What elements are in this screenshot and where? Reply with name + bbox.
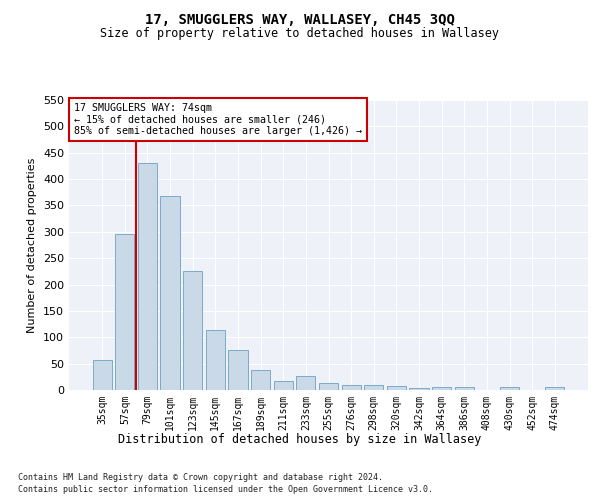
Bar bbox=[92, 360, 112, 390]
Text: Size of property relative to detached houses in Wallasey: Size of property relative to detached ho… bbox=[101, 28, 499, 40]
Bar bbox=[274, 380, 293, 390]
Bar bbox=[296, 376, 316, 390]
Text: Contains public sector information licensed under the Open Government Licence v3: Contains public sector information licen… bbox=[18, 485, 433, 494]
Bar bbox=[319, 382, 338, 390]
Bar bbox=[115, 234, 134, 390]
Bar bbox=[160, 196, 180, 390]
Bar bbox=[545, 388, 565, 390]
Text: Distribution of detached houses by size in Wallasey: Distribution of detached houses by size … bbox=[118, 432, 482, 446]
Text: 17, SMUGGLERS WAY, WALLASEY, CH45 3QQ: 17, SMUGGLERS WAY, WALLASEY, CH45 3QQ bbox=[145, 12, 455, 26]
Bar bbox=[206, 330, 225, 390]
Bar bbox=[455, 388, 474, 390]
Bar bbox=[229, 350, 248, 390]
Bar bbox=[387, 386, 406, 390]
Bar bbox=[251, 370, 270, 390]
Bar bbox=[409, 388, 428, 390]
Text: Contains HM Land Registry data © Crown copyright and database right 2024.: Contains HM Land Registry data © Crown c… bbox=[18, 472, 383, 482]
Bar bbox=[432, 388, 451, 390]
Bar bbox=[364, 384, 383, 390]
Text: 17 SMUGGLERS WAY: 74sqm
← 15% of detached houses are smaller (246)
85% of semi-d: 17 SMUGGLERS WAY: 74sqm ← 15% of detache… bbox=[74, 103, 362, 136]
Bar bbox=[500, 388, 519, 390]
Bar bbox=[341, 384, 361, 390]
Y-axis label: Number of detached properties: Number of detached properties bbox=[28, 158, 37, 332]
Bar bbox=[183, 271, 202, 390]
Bar bbox=[138, 164, 157, 390]
